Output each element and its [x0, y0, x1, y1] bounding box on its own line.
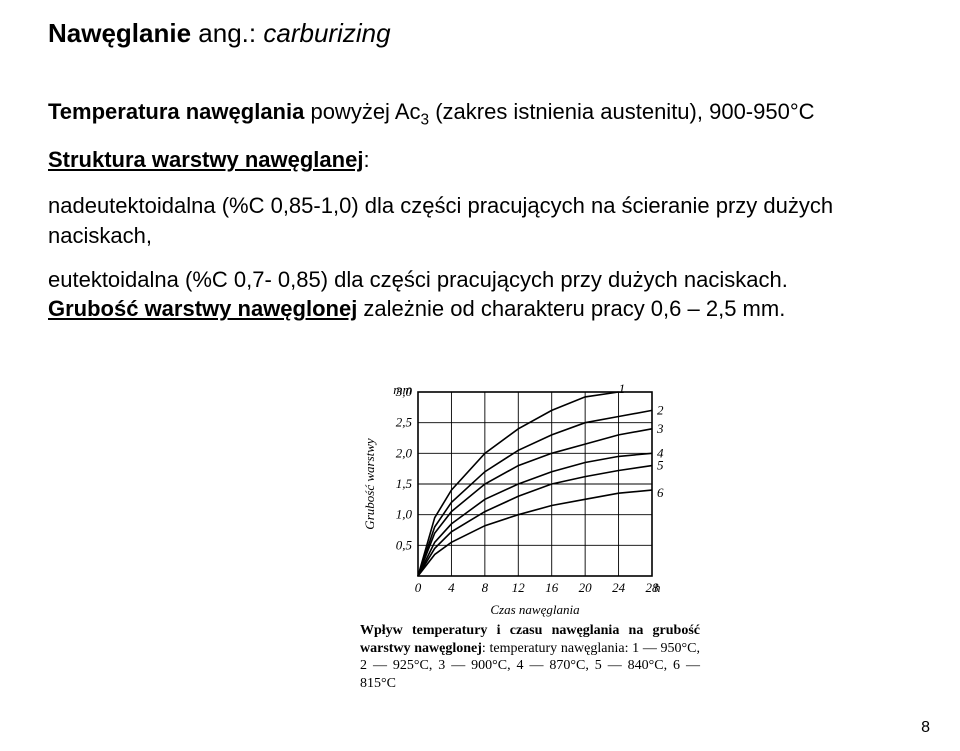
svg-text:2,0: 2,0 [396, 445, 413, 460]
body-text-2: eutektoidalna (%C 0,7- 0,85) dla części … [48, 265, 912, 324]
svg-text:Grubość warstwy: Grubość warstwy [362, 438, 377, 530]
svg-text:24: 24 [612, 580, 626, 595]
temperature-sub: 3 [421, 112, 430, 129]
svg-text:1,0: 1,0 [396, 507, 413, 522]
structure-label: Struktura warstwy nawęglanej [48, 147, 363, 172]
svg-text:12: 12 [512, 580, 526, 595]
svg-text:Czas nawęglania: Czas nawęglania [490, 602, 580, 617]
slide-page: Nawęglanie ang.: carburizing Temperatura… [0, 0, 960, 751]
body-text-1: nadeutektoidalna (%C 0,85-1,0) dla częśc… [48, 191, 912, 250]
svg-text:4: 4 [448, 580, 455, 595]
svg-text:5: 5 [657, 458, 664, 473]
svg-text:2,5: 2,5 [396, 415, 413, 430]
svg-text:1: 1 [619, 381, 626, 396]
svg-text:20: 20 [579, 580, 593, 595]
svg-text:1,5: 1,5 [396, 476, 413, 491]
page-title: Nawęglanie ang.: carburizing [48, 18, 912, 49]
page-number: 8 [921, 719, 930, 737]
svg-text:2: 2 [657, 402, 664, 417]
svg-text:mm: mm [393, 382, 412, 397]
grubosc-label: Grubość warstwy nawęglonej [48, 296, 357, 321]
grubosc-rest: zależnie od charakteru pracy 0,6 – 2,5 m… [357, 296, 785, 321]
structure-colon: : [363, 147, 369, 172]
temperature-rest-b: (zakres istnienia austenitu), 900-950°C [429, 99, 814, 124]
temperature-rest-a: powyżej Ac [304, 99, 420, 124]
svg-text:3: 3 [656, 421, 664, 436]
chart-block: 0481216202428h0,51,01,52,02,53,0mmGruboś… [360, 380, 700, 692]
caption-after: : temperatury nawęglania: [482, 641, 632, 656]
temperature-label: Temperatura nawęglania [48, 99, 304, 124]
svg-text:6: 6 [657, 485, 664, 500]
svg-text:16: 16 [545, 580, 559, 595]
temperature-line: Temperatura nawęglania powyżej Ac3 (zakr… [48, 97, 912, 131]
structure-heading: Struktura warstwy nawęglanej: [48, 147, 912, 173]
layer-thickness-chart: 0481216202428h0,51,01,52,02,53,0mmGruboś… [360, 380, 680, 620]
svg-text:0,5: 0,5 [396, 537, 413, 552]
title-main: Nawęglanie [48, 18, 191, 48]
svg-text:0: 0 [415, 580, 422, 595]
chart-caption: Wpływ temperatury i czasu nawęglania na … [360, 622, 700, 692]
svg-text:8: 8 [482, 580, 489, 595]
title-en-term: carburizing [263, 18, 390, 48]
body-text-2a: eutektoidalna (%C 0,7- 0,85) dla części … [48, 267, 788, 292]
svg-text:h: h [654, 580, 661, 595]
title-ang-label: ang.: [198, 18, 256, 48]
